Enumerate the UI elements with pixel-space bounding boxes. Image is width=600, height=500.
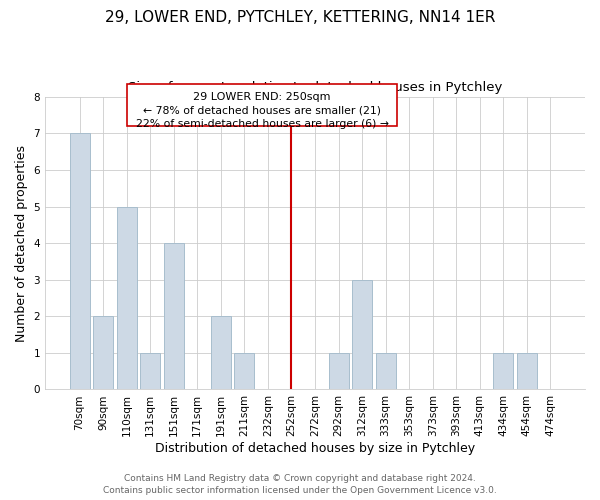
Bar [93, 316, 113, 390]
Bar [376, 353, 395, 390]
Title: Size of property relative to detached houses in Pytchley: Size of property relative to detached ho… [128, 82, 502, 94]
Text: 29 LOWER END: 250sqm: 29 LOWER END: 250sqm [193, 92, 331, 102]
Bar [329, 353, 349, 390]
Bar [70, 134, 89, 390]
X-axis label: Distribution of detached houses by size in Pytchley: Distribution of detached houses by size … [155, 442, 475, 455]
FancyBboxPatch shape [127, 84, 397, 126]
Bar [116, 206, 137, 390]
Bar [493, 353, 514, 390]
Bar [164, 243, 184, 390]
Text: ← 78% of detached houses are smaller (21): ← 78% of detached houses are smaller (21… [143, 106, 381, 116]
Y-axis label: Number of detached properties: Number of detached properties [15, 144, 28, 342]
Bar [140, 353, 160, 390]
Text: 22% of semi-detached houses are larger (6) →: 22% of semi-detached houses are larger (… [136, 118, 389, 128]
Bar [211, 316, 231, 390]
Bar [235, 353, 254, 390]
Bar [517, 353, 537, 390]
Text: 29, LOWER END, PYTCHLEY, KETTERING, NN14 1ER: 29, LOWER END, PYTCHLEY, KETTERING, NN14… [105, 10, 495, 25]
Text: Contains HM Land Registry data © Crown copyright and database right 2024.
Contai: Contains HM Land Registry data © Crown c… [103, 474, 497, 495]
Bar [352, 280, 372, 390]
